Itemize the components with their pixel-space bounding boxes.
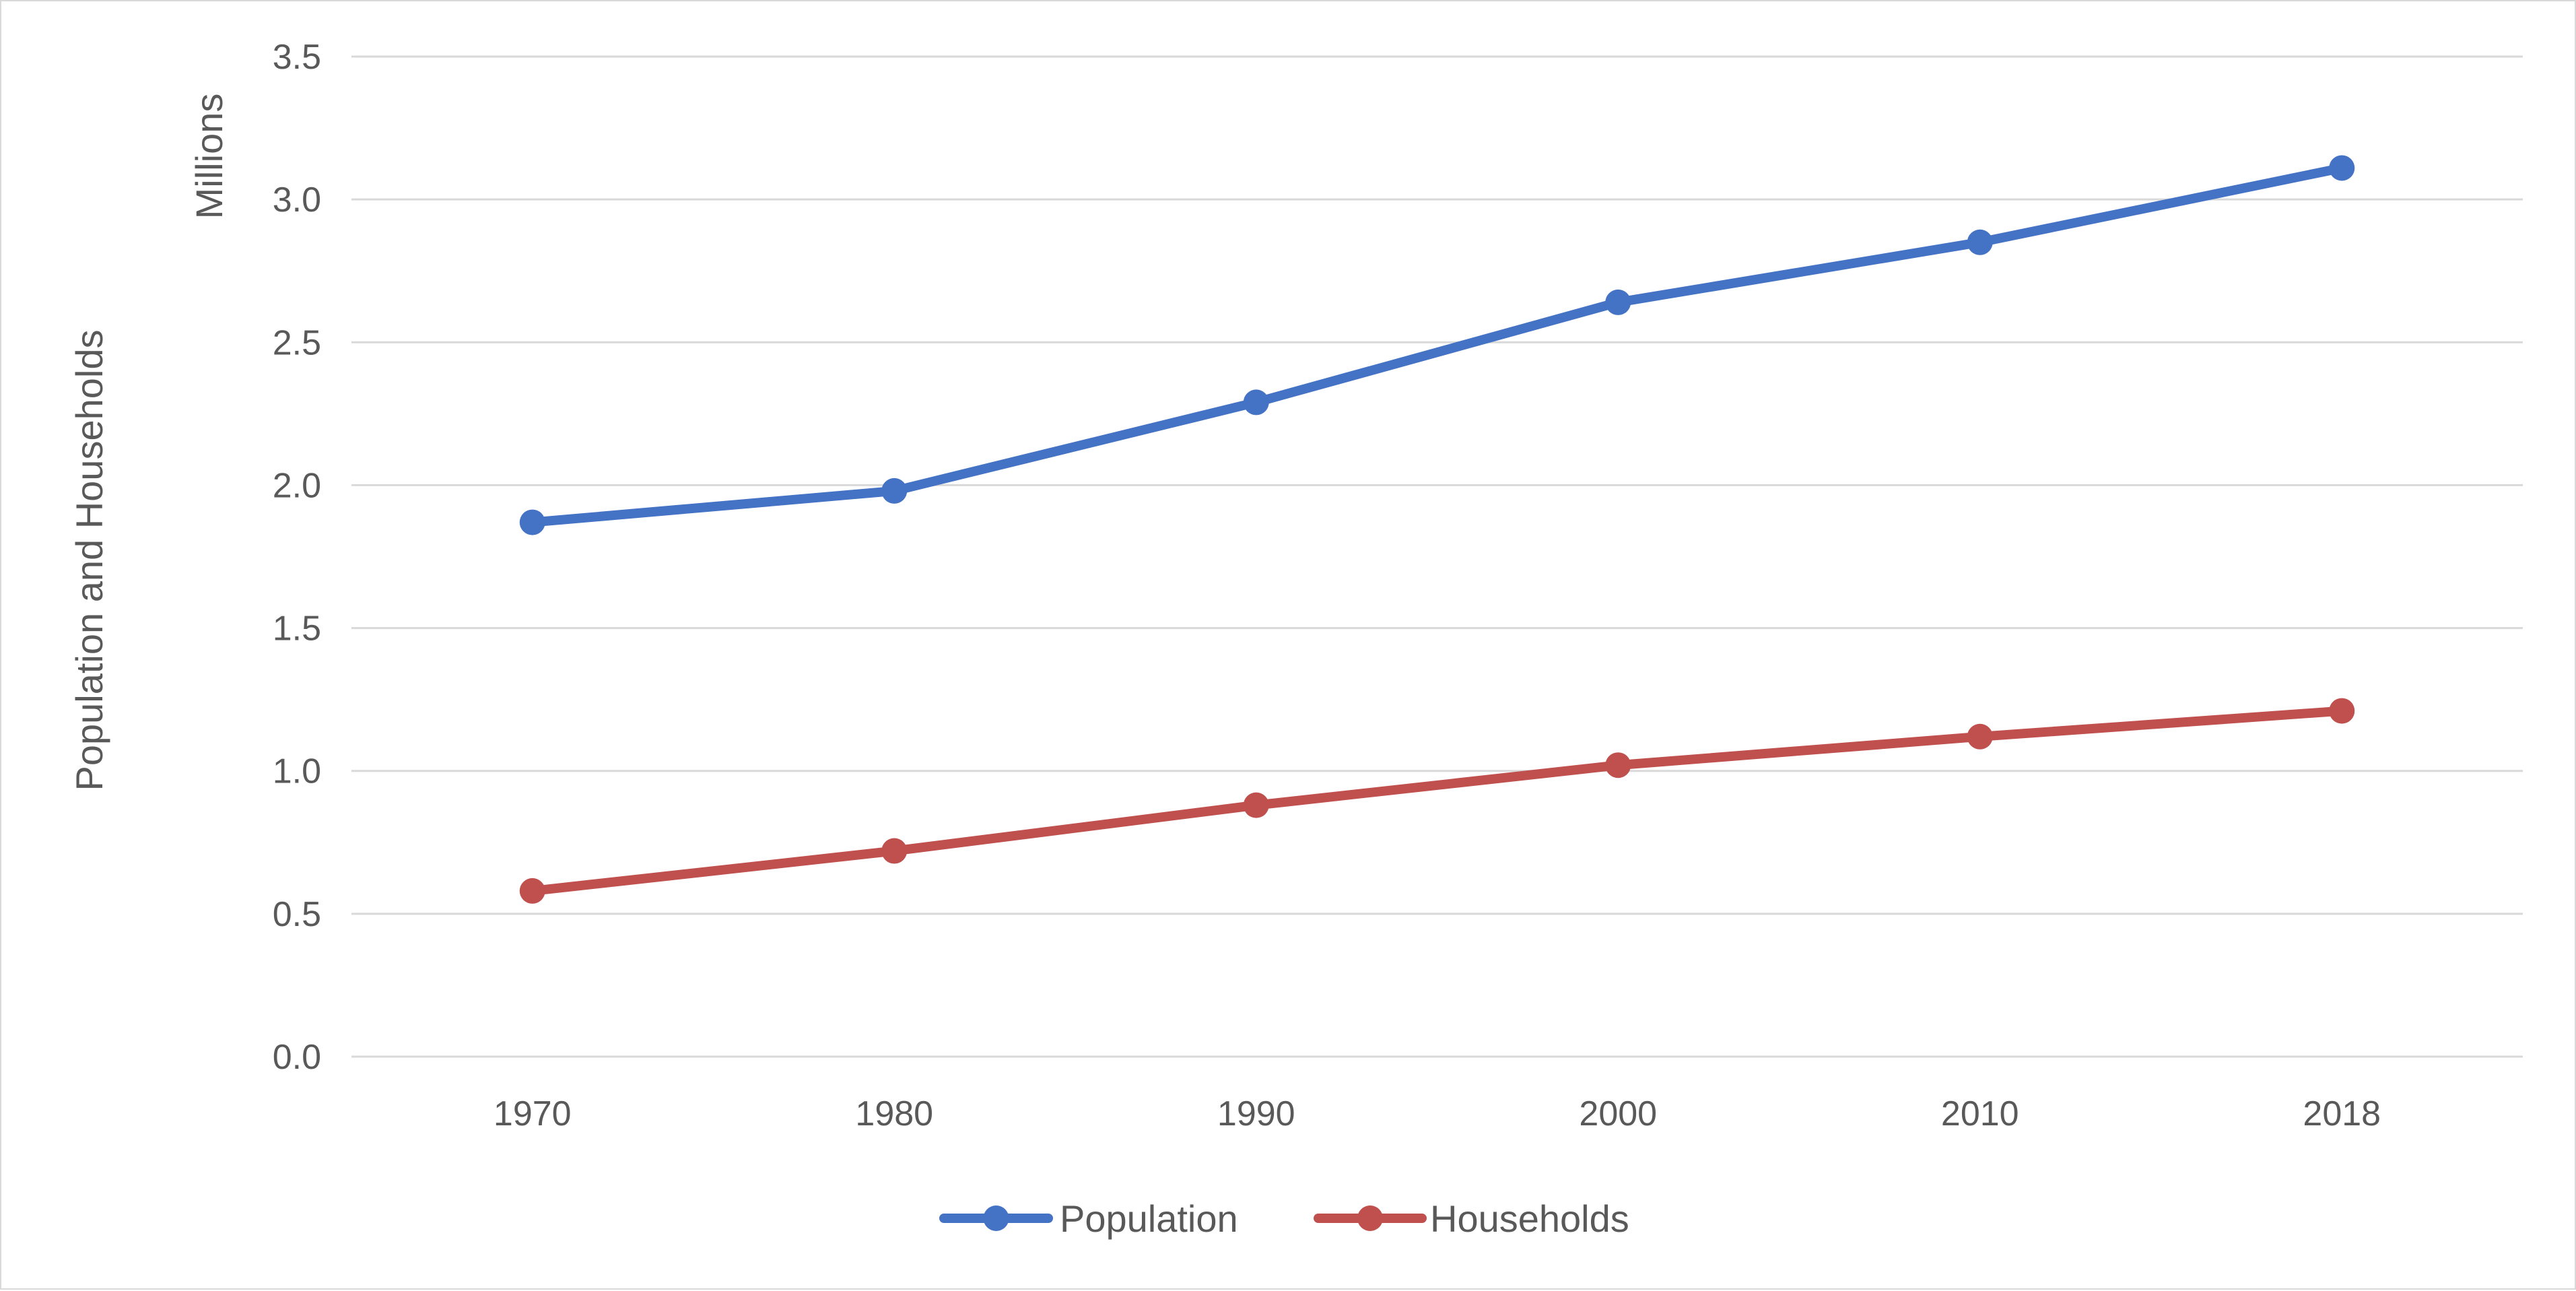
y-tick-label: 3.0	[273, 180, 321, 220]
y-tick-label: 0.5	[273, 895, 321, 934]
x-axis-ticks: 1970 1980 1990 2000 2010 2018	[494, 1094, 2381, 1133]
data-point	[519, 509, 545, 535]
data-point	[2329, 698, 2355, 724]
data-point	[881, 477, 908, 504]
y-axis-unit-label: Millions	[188, 94, 230, 220]
x-tick-label: 1990	[1217, 1094, 1295, 1133]
data-point	[1967, 723, 1993, 750]
series-line	[527, 163, 2347, 527]
y-tick-label: 2.5	[273, 323, 321, 362]
legend: Population Households	[939, 1197, 1629, 1240]
x-tick-label: 2018	[2303, 1094, 2381, 1133]
x-tick-label: 2000	[1579, 1094, 1657, 1133]
gridlines	[351, 55, 2523, 1058]
data-point	[1605, 289, 1631, 315]
y-axis-ticks: 0.0 0.5 1.0 1.5 2.0 2.5 3.0 3.5	[273, 38, 321, 1077]
legend-swatch-marker	[1357, 1205, 1383, 1231]
data-point	[1243, 792, 1269, 818]
y-axis-title: Population and Households	[68, 330, 110, 791]
data-point	[1605, 752, 1631, 779]
x-tick-label: 2010	[1941, 1094, 2019, 1133]
data-point	[881, 838, 908, 864]
legend-swatch-marker	[983, 1205, 1009, 1231]
legend-item-population: Population	[939, 1197, 1238, 1240]
x-tick-label: 1970	[494, 1094, 572, 1133]
data-point	[1967, 229, 1993, 255]
x-tick-label: 1980	[855, 1094, 933, 1133]
series-population	[519, 155, 2355, 535]
data-point	[1243, 389, 1269, 416]
y-tick-label: 1.5	[273, 609, 321, 649]
y-tick-label: 3.5	[273, 38, 321, 77]
data-point	[519, 878, 545, 904]
legend-label: Households	[1430, 1197, 1629, 1240]
axis-titles: Population and Households Millions	[68, 94, 230, 791]
y-tick-label: 2.0	[273, 466, 321, 505]
data-point	[2329, 155, 2355, 181]
series-households	[519, 698, 2355, 904]
series-layer	[519, 155, 2355, 904]
y-tick-label: 0.0	[273, 1038, 321, 1077]
series-line	[527, 706, 2347, 896]
legend-item-households: Households	[1314, 1197, 1629, 1240]
legend-label: Population	[1060, 1197, 1238, 1240]
y-tick-label: 1.0	[273, 752, 321, 791]
